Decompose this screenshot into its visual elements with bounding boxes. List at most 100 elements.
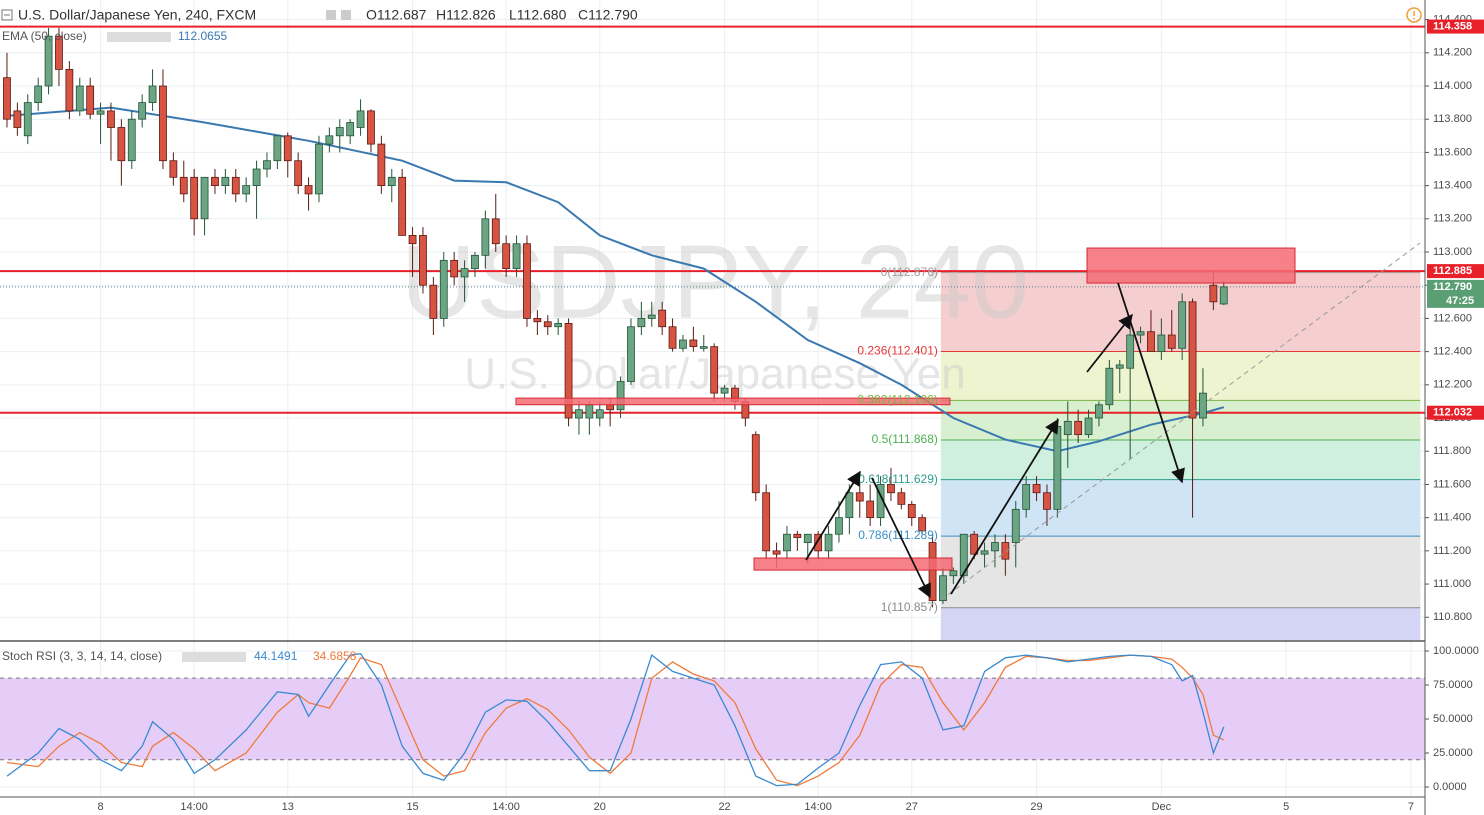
candle-body [502,243,511,270]
candle-body [887,484,895,494]
y-tick-label: 111.200 [1433,545,1471,557]
icon[interactable] [341,10,351,20]
y-tick-label: 110.800 [1433,611,1472,623]
candle-body [1105,367,1114,406]
candle-body [200,176,209,220]
y-tick-label: 112.200 [1433,379,1472,391]
candle-body [419,235,427,286]
candle-body [107,110,115,128]
fib-band [940,479,1421,537]
candle-body [751,434,760,494]
candle-body [783,533,791,552]
fib-band [940,351,1421,401]
x-tick-label: 14:00 [492,801,520,813]
candle-body [939,575,947,602]
trend-line [940,242,1421,601]
y-tick-label: 111.400 [1433,512,1471,524]
ema-legend: EMA (50, close) [2,29,87,43]
y-tick-label: 113.200 [1433,213,1472,225]
icons[interactable] [182,652,246,662]
candle-body [34,85,43,103]
candle-body [533,318,542,323]
candle-body [304,185,313,195]
y-tick-label: 111.800 [1433,445,1471,457]
drawings [805,242,1421,601]
stoch-band [0,678,1425,760]
candle-body [377,143,386,187]
candle-body [845,492,854,519]
candle-body [627,326,635,382]
alert-icon [1413,17,1415,20]
candle-body [179,176,188,195]
candle-body [1219,286,1228,305]
fib-label: 0.5(111.868) [872,432,938,446]
candle-body [814,533,823,552]
y-tick-label: 50.0000 [1433,713,1473,725]
candle-body [637,318,646,328]
candle-body [211,176,219,187]
y-tick-label: 113.600 [1433,146,1472,158]
ohlc-value: C112.790 [578,7,638,23]
candle-body [720,387,729,394]
candle-body [1032,484,1041,494]
candle-body [699,346,708,349]
y-tick-label: 114.200 [1433,47,1472,59]
countdown: 47:25 [1446,295,1474,307]
candle-body [273,135,282,162]
ohlc-value: L112.680 [509,7,567,23]
candle-body [959,533,968,577]
candle-body [949,570,958,577]
candle-body [387,176,396,187]
x-tick-label: 14:00 [804,801,832,813]
y-tick-label: 25.0000 [1433,747,1473,759]
candle-body [55,35,63,70]
y-tick-label: 113.800 [1433,113,1472,125]
candle-body [1022,484,1031,510]
candle-body [86,85,95,115]
arrow [1117,282,1185,484]
candle-body [616,381,625,411]
candle-body [23,102,32,137]
candle-body [1001,542,1010,560]
candle-body [1063,420,1072,436]
candle-body [439,259,448,319]
icons[interactable] [107,32,171,42]
candle-body [928,542,937,602]
arrow [871,477,931,599]
price-label: 112.790 [1433,281,1472,293]
candle-body [668,326,677,349]
candle-body [117,127,126,162]
candle-body [252,168,261,187]
candle-body [367,110,375,145]
candle-body [346,122,355,137]
candle-body [658,309,667,328]
candles-layer [3,27,1228,608]
candle-body [294,160,303,187]
candle-body [897,492,906,505]
y-tick-label: 113.400 [1433,180,1472,192]
x-tick-label: 27 [906,801,918,813]
candle-body [907,503,916,519]
stoch-layer [0,653,1425,787]
candle-body [471,254,479,270]
stoch-line [6,654,1225,787]
arrow [805,470,861,561]
candle-body [1084,417,1093,436]
candle-body [96,110,105,115]
price-label: 112.885 [1433,265,1472,277]
y-tick-label: 100.0000 [1433,645,1479,657]
fib-label: 0.382(112.106) [857,393,938,407]
price-label-bg [1427,264,1484,279]
candle-body [159,85,167,162]
x-tick-label: 22 [718,801,730,813]
icon[interactable] [326,10,336,20]
fib-label: 0.236(112.401) [857,344,938,358]
x-tick-label: 15 [406,801,418,813]
zones-layer [515,247,1296,571]
candle-body [1188,301,1197,419]
candle-body [231,176,240,195]
alert-icon[interactable] [1406,7,1422,23]
ema-value: 112.0655 [178,29,227,43]
candle-body [65,68,74,112]
